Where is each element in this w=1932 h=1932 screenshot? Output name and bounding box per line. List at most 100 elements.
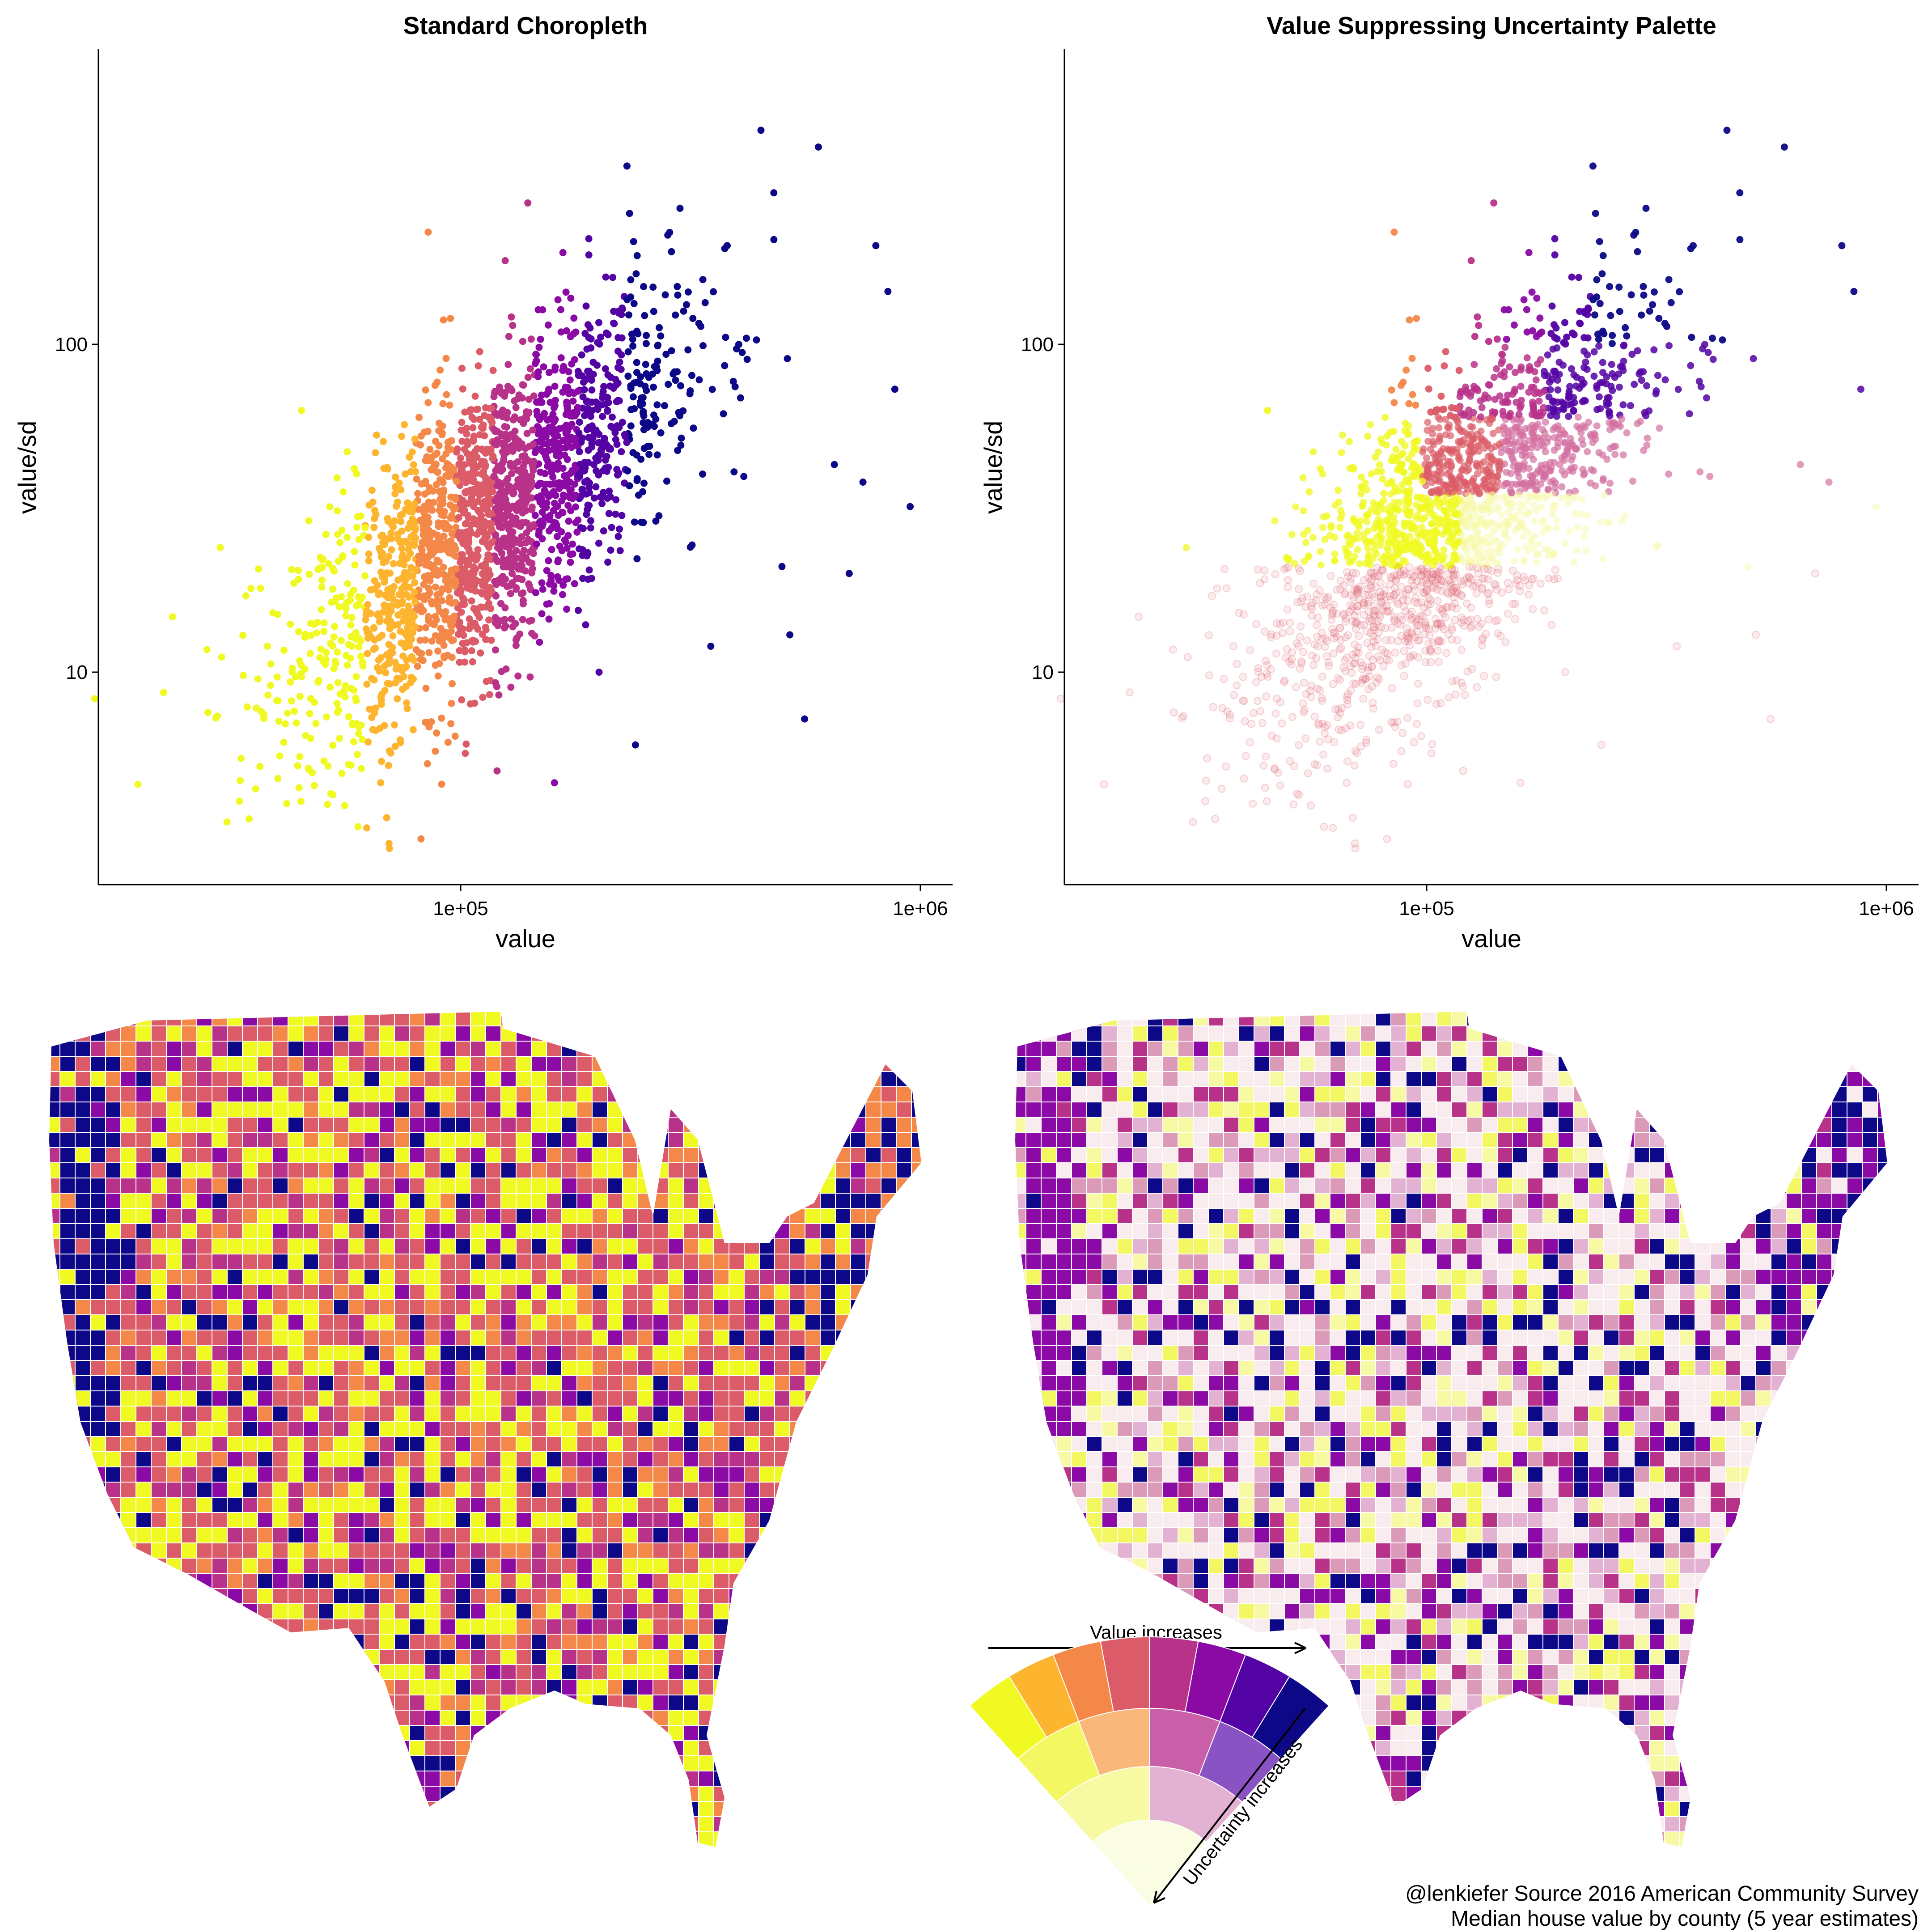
scatter-point — [462, 479, 470, 486]
scatter-point — [504, 409, 511, 416]
scatter-point — [1551, 459, 1558, 466]
scatter-point — [1620, 342, 1627, 350]
scatter-point — [406, 453, 413, 461]
scatter-point — [707, 643, 715, 650]
scatter-point — [1408, 355, 1416, 362]
scatter-point — [1316, 686, 1324, 695]
scatter-point — [722, 334, 729, 341]
scatter-point — [399, 617, 407, 625]
county-cell — [409, 1012, 425, 1026]
scatter-point — [432, 583, 439, 591]
county-cell — [333, 1117, 349, 1133]
scatter-point — [1637, 368, 1644, 376]
scatter-point — [1201, 797, 1210, 805]
scatter-point — [462, 740, 470, 748]
scatter-point — [1372, 453, 1379, 461]
scatter-point — [1389, 521, 1396, 529]
scatter-point — [479, 424, 487, 432]
scatter-point — [425, 585, 432, 592]
scatter-point — [1492, 548, 1500, 555]
scatter-point — [1424, 551, 1432, 559]
scatter-point — [1349, 659, 1358, 668]
scatter-point — [397, 511, 405, 519]
scatter-point — [392, 473, 399, 481]
scatter-point — [1346, 721, 1355, 730]
scatter-point — [1377, 566, 1386, 575]
scatter-point — [590, 461, 597, 468]
scatter-point — [552, 519, 559, 527]
county-cell — [500, 1102, 517, 1118]
scatter-point — [443, 391, 450, 398]
scatter-point — [447, 315, 454, 322]
scatter-point — [1388, 386, 1395, 394]
scatter-point — [432, 632, 439, 640]
scatter-point — [440, 611, 447, 619]
scatter-point — [1609, 332, 1616, 339]
scatter-point — [1399, 378, 1407, 386]
scatter-point — [1619, 451, 1627, 459]
scatter-point — [597, 448, 605, 456]
scatter-point — [365, 501, 373, 509]
scatter-point — [311, 699, 318, 706]
scatter-point — [1393, 597, 1402, 606]
scatter-point — [1634, 248, 1641, 255]
scatter-point — [439, 455, 446, 462]
scatter-point — [1434, 657, 1443, 666]
left-map-county-cells — [49, 1012, 921, 1847]
scatter-point — [1373, 620, 1381, 628]
scatter-point — [1654, 372, 1661, 379]
county-cell — [622, 1041, 638, 1057]
scatter-point — [504, 435, 512, 442]
scatter-point — [1540, 606, 1548, 614]
scatter-point — [1534, 360, 1542, 368]
scatter-point — [1340, 656, 1349, 665]
scatter-point — [314, 678, 322, 686]
scatter-point — [492, 580, 500, 588]
scatter-point — [1491, 580, 1499, 588]
scatter-point — [1351, 517, 1358, 524]
scatter-point — [1302, 539, 1310, 547]
scatter-point — [459, 470, 466, 477]
scatter-point — [1311, 640, 1319, 649]
scatter-point — [1564, 401, 1572, 409]
scatter-point — [1442, 649, 1451, 657]
scatter-point — [462, 489, 470, 497]
scatter-point — [1426, 576, 1435, 584]
scatter-point — [1577, 429, 1585, 436]
scatter-point — [650, 308, 657, 315]
scatter-point — [1485, 589, 1493, 597]
county-cell — [303, 1012, 319, 1026]
scatter-point — [1440, 406, 1448, 413]
scatter-point — [607, 547, 614, 554]
scatter-point — [511, 413, 518, 421]
scatter-point — [1538, 441, 1546, 448]
scatter-point — [295, 576, 302, 583]
county-cell — [576, 1117, 593, 1133]
scatter-point — [295, 567, 302, 574]
scatter-point — [1533, 486, 1541, 494]
scatter-point — [297, 797, 305, 805]
county-cell — [546, 1012, 562, 1026]
scatter-point — [1125, 688, 1134, 697]
scatter-point — [502, 576, 509, 583]
scatter-point — [334, 648, 341, 656]
scatter-point — [449, 616, 457, 623]
scatter-point — [404, 525, 412, 532]
scatter-point — [1473, 513, 1481, 520]
county-cell — [698, 1102, 714, 1118]
scatter-point — [1440, 625, 1448, 633]
scatter-point — [1595, 449, 1603, 457]
county-cell — [820, 1025, 836, 1042]
scatter-point — [507, 487, 515, 495]
scatter-point — [1503, 468, 1510, 476]
scatter-point — [449, 636, 457, 644]
scatter-point — [699, 342, 707, 349]
scatter-point — [1563, 333, 1571, 341]
scatter-point — [366, 705, 373, 713]
scatter-point — [1393, 531, 1401, 539]
scatter-point — [710, 288, 717, 296]
scatter-point — [1409, 651, 1418, 660]
scatter-point — [322, 661, 329, 668]
scatter-point — [314, 619, 321, 626]
scatter-point — [383, 651, 390, 658]
